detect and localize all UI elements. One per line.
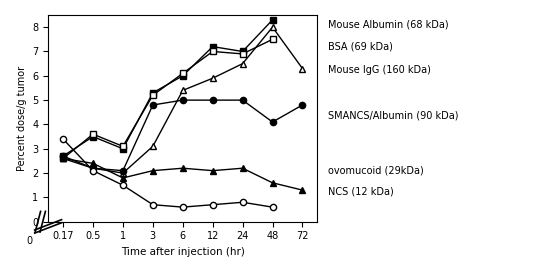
Text: 0: 0 [26, 236, 32, 246]
Y-axis label: Percent dose/g tumor: Percent dose/g tumor [17, 66, 27, 171]
Text: Mouse IgG (160 kDa): Mouse IgG (160 kDa) [329, 65, 432, 75]
Text: NCS (12 kDa): NCS (12 kDa) [329, 187, 394, 197]
Text: ovomucoid (29kDa): ovomucoid (29kDa) [329, 166, 424, 176]
Text: BSA (69 kDa): BSA (69 kDa) [329, 42, 393, 52]
Text: Mouse Albumin (68 kDa): Mouse Albumin (68 kDa) [329, 19, 449, 29]
Text: SMANCS/Albumin (90 kDa): SMANCS/Albumin (90 kDa) [329, 110, 459, 120]
X-axis label: Time after injection (hr): Time after injection (hr) [121, 247, 245, 257]
